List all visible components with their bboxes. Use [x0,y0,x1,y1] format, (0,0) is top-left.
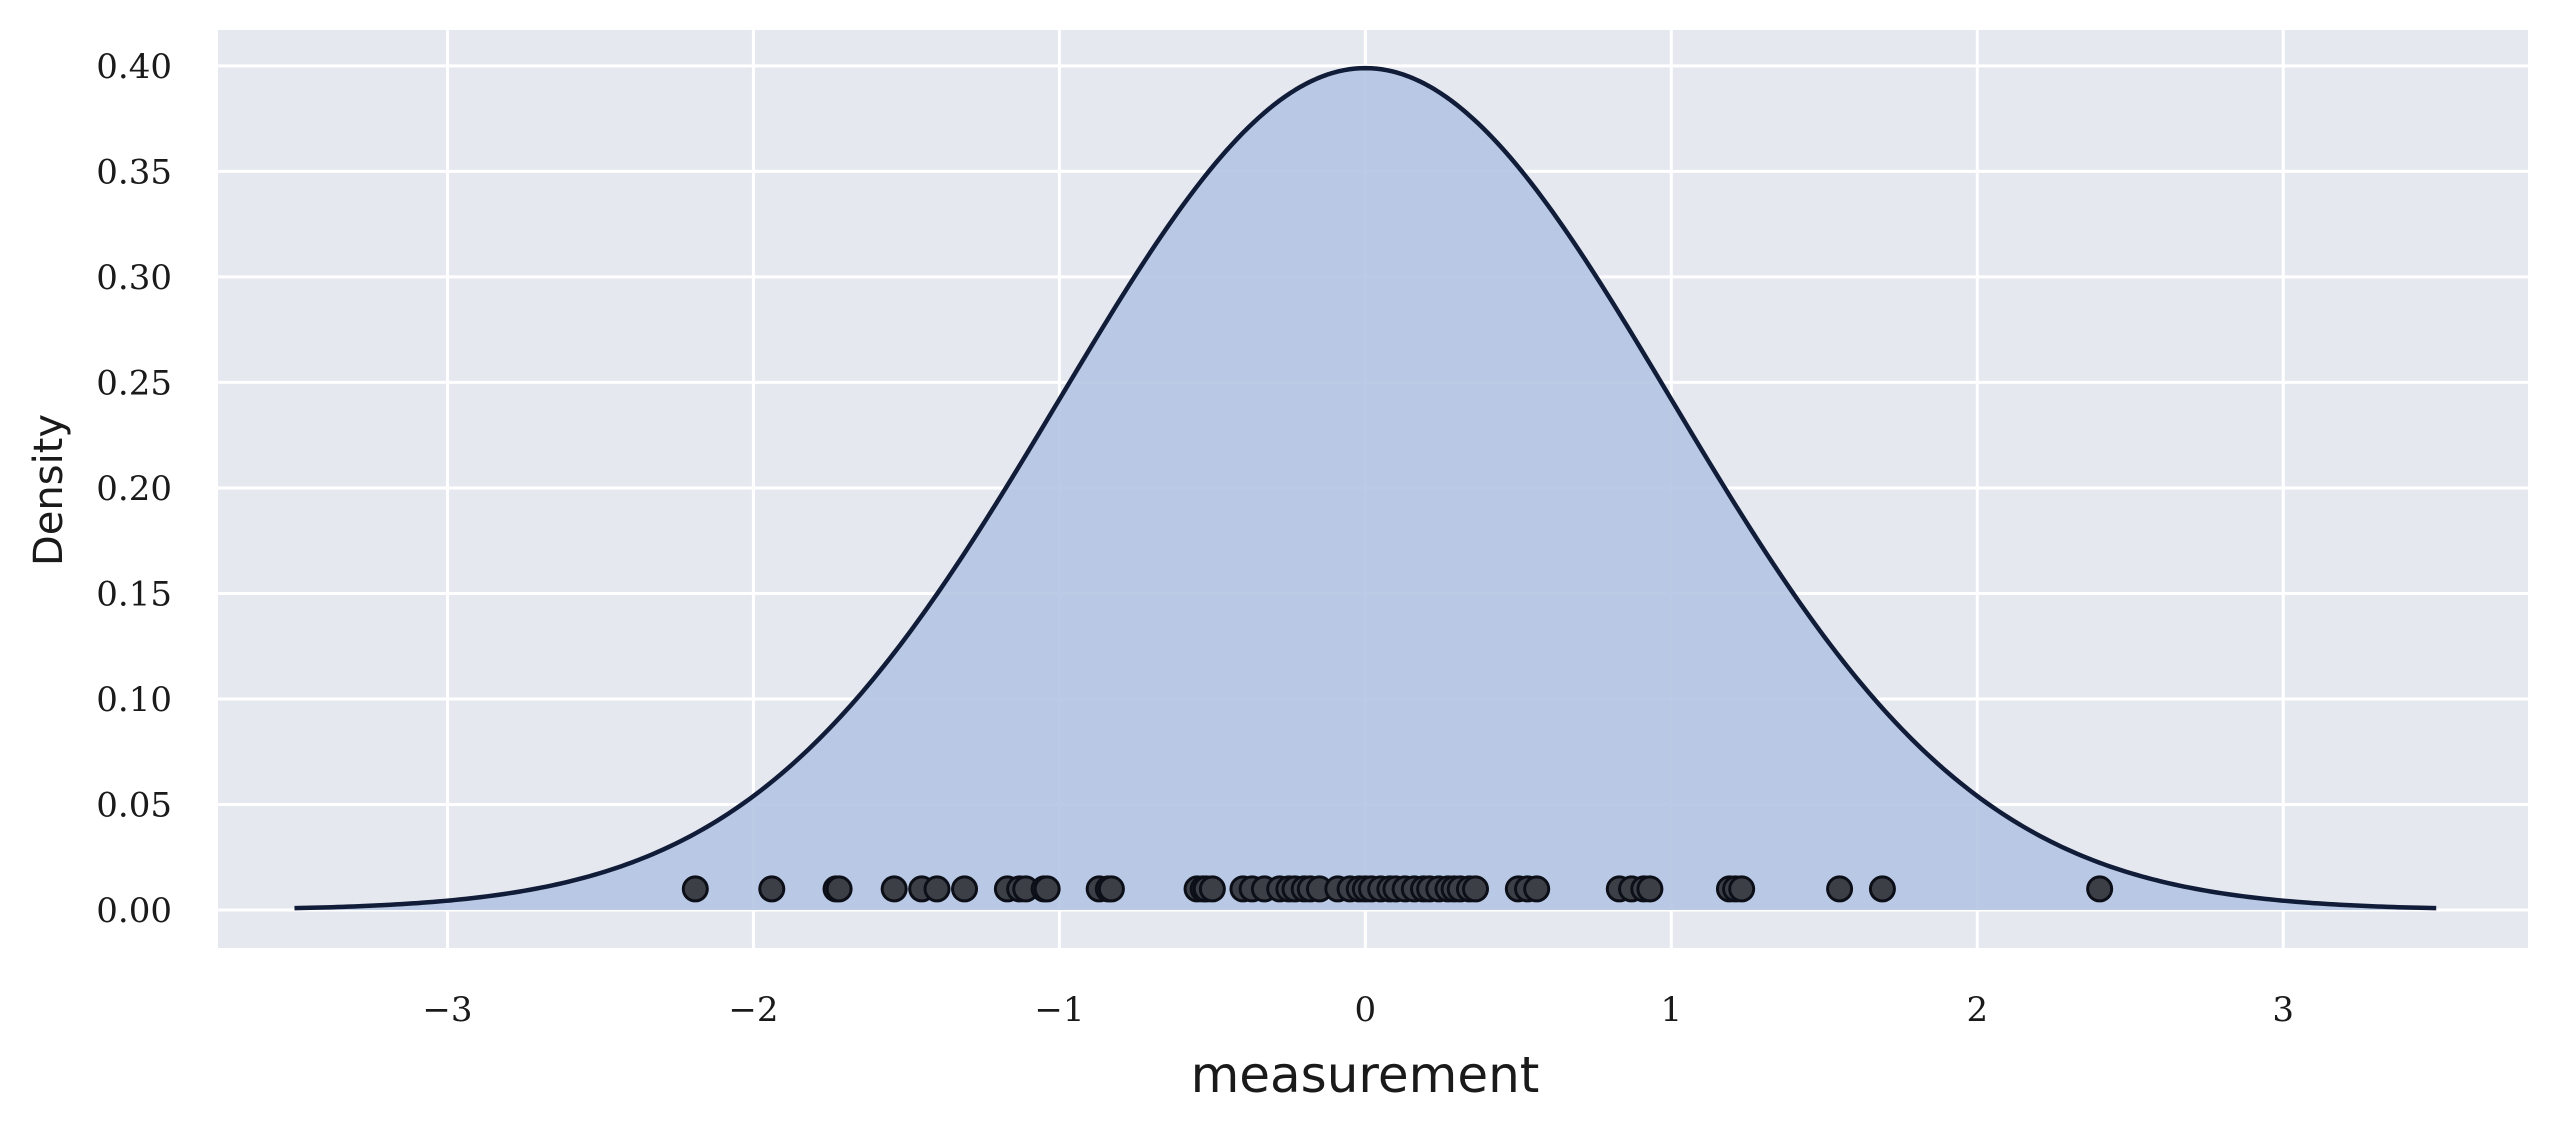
x-axis-ticks: −3 −2 −1 0 1 2 3 [422,990,2294,1030]
data-point [1826,875,1854,903]
x-tick-label: 1 [1660,990,1682,1030]
data-point [1868,875,1896,903]
x-tick-label: 0 [1355,990,1377,1030]
data-point [951,875,979,903]
y-tick-label: 0.00 [96,891,172,931]
data-point [1097,875,1125,903]
y-axis-label: Density [26,414,72,566]
density-line [294,65,2437,911]
x-tick-label: −1 [1034,990,1084,1030]
density-curve-layer [294,65,2437,911]
y-axis-ticks: 0.00 0.05 0.10 0.15 0.20 0.25 0.30 0.35 0.40 [96,47,172,931]
data-points-layer [681,875,2114,903]
data-point [681,875,709,903]
data-point [758,875,786,903]
y-tick-label: 0.30 [96,258,172,298]
x-tick-label: 2 [1966,990,1988,1030]
y-tick-label: 0.15 [96,574,172,614]
density-fill [294,68,2437,911]
data-point [1198,875,1226,903]
data-point [1636,875,1664,903]
data-point [1033,875,1061,903]
data-point [880,875,908,903]
data-point [923,875,951,903]
data-point [1462,875,1489,903]
data-point [1523,875,1551,903]
y-tick-label: 0.05 [96,785,172,825]
y-tick-label: 0.25 [96,363,172,403]
y-tick-label: 0.10 [96,680,172,720]
x-tick-label: −2 [728,990,778,1030]
x-tick-label: −3 [422,990,472,1030]
y-tick-label: 0.35 [96,152,172,192]
x-tick-label: 3 [2272,990,2294,1030]
data-point [825,875,853,903]
y-tick-label: 0.40 [96,47,172,87]
x-axis-label: measurement [1191,1046,1540,1104]
data-point [1728,875,1756,903]
data-point [2086,875,2114,903]
y-tick-label: 0.20 [96,469,172,509]
